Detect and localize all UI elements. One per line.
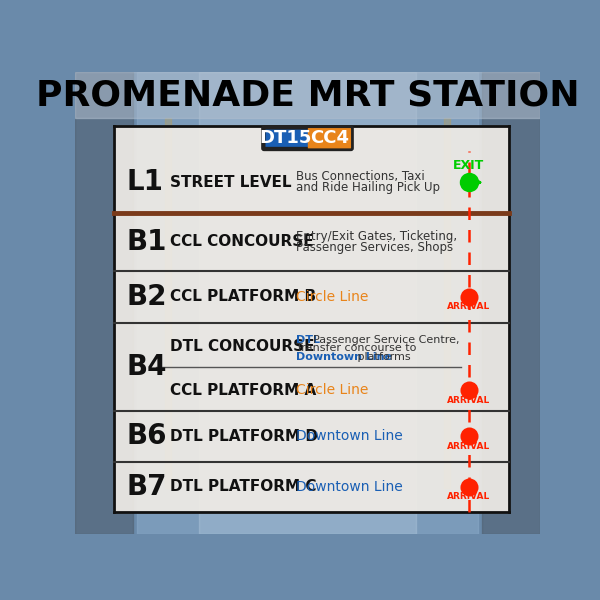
Bar [75,72,540,118]
Text: B4: B4 [126,353,167,381]
Bar [137,72,478,534]
Text: L1: L1 [126,169,163,196]
Text: Circle Line: Circle Line [296,290,368,304]
Text: ARRIVAL: ARRIVAL [447,302,490,311]
Text: DTL CONCOURSE: DTL CONCOURSE [170,338,314,353]
Text: Downtown Line: Downtown Line [296,430,403,443]
Text: ARRIVAL: ARRIVAL [447,396,490,405]
Text: Circle Line: Circle Line [296,383,368,397]
Text: Transfer concourse to: Transfer concourse to [296,343,416,353]
Bar [482,72,540,534]
Bar [308,128,351,148]
Text: and Ride Hailing Pick Up: and Ride Hailing Pick Up [296,181,440,194]
Text: CCL PLATFORM B: CCL PLATFORM B [170,289,316,304]
Bar [114,126,509,512]
Text: Passenger Services, Shops: Passenger Services, Shops [296,241,453,254]
Text: CCL CONCOURSE: CCL CONCOURSE [170,235,313,250]
Text: Downtown Line: Downtown Line [296,479,403,494]
Text: DTL: DTL [296,335,320,345]
Text: Entry/Exit Gates, Ticketing,: Entry/Exit Gates, Ticketing, [296,230,457,243]
Text: CCL PLATFORM A: CCL PLATFORM A [170,383,316,398]
Text: B1: B1 [126,228,167,256]
Text: DTL PLATFORM D: DTL PLATFORM D [170,429,317,444]
Text: ARRIVAL: ARRIVAL [447,492,490,501]
Text: PROMENADE MRT STATION: PROMENADE MRT STATION [35,78,580,112]
Text: ARRIVAL: ARRIVAL [447,442,490,451]
Text: DTL PLATFORM C: DTL PLATFORM C [170,479,316,494]
FancyBboxPatch shape [264,128,351,148]
Text: CC4: CC4 [310,129,349,147]
Bar [75,72,133,534]
Text: STREET LEVEL: STREET LEVEL [170,175,291,190]
Text: EXIT: EXIT [453,159,484,172]
Text: Passenger Service Centre,: Passenger Service Centre, [313,335,460,345]
Text: DT15: DT15 [260,129,312,147]
Bar [199,72,416,534]
Text: Downtown Line: Downtown Line [296,352,392,362]
Text: Bus Connections, Taxi: Bus Connections, Taxi [296,170,425,184]
Text: B2: B2 [126,283,167,311]
Text: B6: B6 [126,422,167,451]
Bar [165,118,171,488]
Bar [444,118,450,488]
Text: B7: B7 [126,473,167,500]
FancyBboxPatch shape [340,128,351,148]
Text: platforms: platforms [354,352,410,362]
